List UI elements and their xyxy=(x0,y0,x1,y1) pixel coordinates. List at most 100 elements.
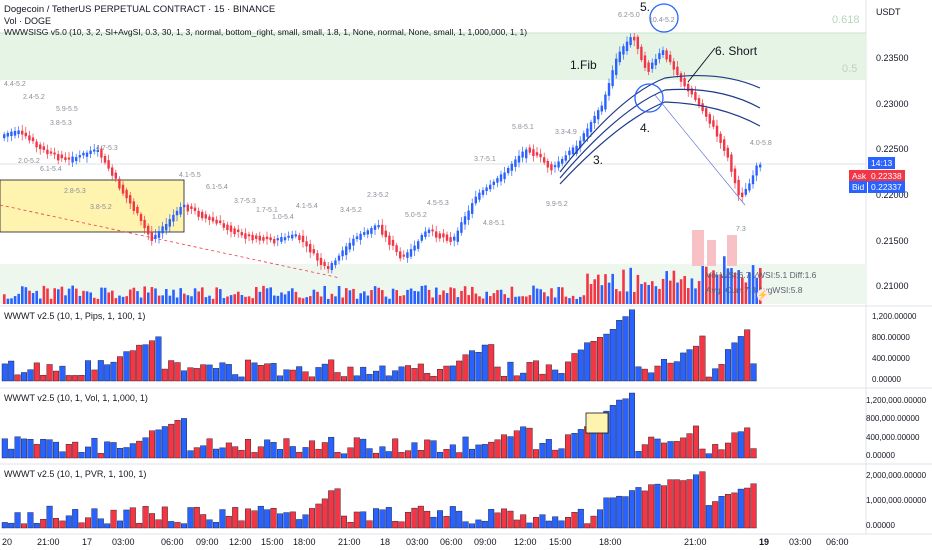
volume-bar xyxy=(726,268,730,304)
volume-bar xyxy=(485,291,488,304)
volume-bar xyxy=(442,290,445,304)
volume-bar xyxy=(525,296,528,304)
volume-bar xyxy=(391,288,395,304)
wave-label: 2.8-5.3 xyxy=(64,188,86,195)
volume-bar xyxy=(193,288,197,304)
candle-body xyxy=(118,178,121,189)
volume-bar xyxy=(546,296,550,304)
indicator-settings-label[interactable]: WWWSISG v5.0 (10, 3, 2, SI+AvgSI, 0.3, 3… xyxy=(4,27,528,37)
candle-body xyxy=(89,150,92,155)
candle-body xyxy=(442,233,445,238)
oscillator-bar xyxy=(392,521,399,529)
oscillator-bar xyxy=(174,420,181,459)
pane-1-title[interactable]: WWWT v2.5 (10, 1, Pips, 1, 100, 1) xyxy=(4,311,146,321)
candle-body xyxy=(643,55,647,68)
fib-level-05: 0.5 xyxy=(842,63,858,75)
countdown-tag: 14:13 xyxy=(868,157,896,169)
candle-body xyxy=(240,232,243,236)
oscillator-bar xyxy=(648,484,655,529)
volume-bar xyxy=(323,285,326,304)
oscillator-bar xyxy=(507,436,514,459)
volume-bar xyxy=(201,287,204,304)
lightning-icon[interactable]: ⚡ xyxy=(757,289,769,301)
volume-bar xyxy=(89,292,92,304)
volume-bar xyxy=(409,288,413,304)
volume-bar xyxy=(676,282,679,304)
price-tick: 0.23500 xyxy=(876,53,909,63)
oscillator-bar xyxy=(187,450,194,459)
pane-3-title[interactable]: WWWT v2.5 (10, 1, PVR, 1, 100, 1) xyxy=(4,469,147,479)
wave-label: 5.0-5.2 xyxy=(405,212,427,219)
candle-body xyxy=(237,229,240,233)
candle-body xyxy=(183,204,186,208)
candle-body xyxy=(474,196,477,204)
oscillator-bar xyxy=(116,520,123,529)
oscillator-bar xyxy=(27,439,34,459)
oscillator-bar xyxy=(417,505,424,529)
oscillator-bar xyxy=(629,490,636,529)
candle-body xyxy=(172,214,175,222)
candle-body xyxy=(485,187,488,192)
wave-label: 1.0-5.4 xyxy=(272,214,294,221)
candle-body xyxy=(737,179,740,196)
candle-body xyxy=(463,216,467,225)
time-tick: 18:00 xyxy=(599,537,622,547)
oscillator-bar xyxy=(558,448,565,459)
volume-bar xyxy=(46,288,49,304)
symbol-title[interactable]: Dogecoin / TetherUS PERPETUAL CONTRACT ·… xyxy=(4,4,276,15)
volume-bar xyxy=(672,270,676,304)
volume-bar xyxy=(730,268,733,304)
candle-body xyxy=(298,235,301,240)
oscillator-bar xyxy=(136,523,143,529)
oscillator-bar xyxy=(84,446,91,459)
oscillator-bar xyxy=(584,342,591,382)
candle-body xyxy=(35,141,38,148)
volume-bar xyxy=(625,291,629,304)
candle-body xyxy=(388,235,391,246)
volume-bar xyxy=(35,290,38,304)
candle-body xyxy=(730,154,733,172)
volume-bar xyxy=(179,288,182,304)
oscillator-bar xyxy=(309,440,316,459)
annotation-4: 4. xyxy=(640,121,651,135)
candle-body xyxy=(147,225,150,235)
oscillator-bar xyxy=(744,487,751,529)
volume-bar xyxy=(143,286,146,304)
oscillator-bar xyxy=(168,521,175,529)
oscillator-bar xyxy=(705,505,712,529)
candle-body xyxy=(618,51,621,63)
volume-bar xyxy=(39,298,42,304)
oscillator-bar xyxy=(654,365,661,382)
oscillator-bar xyxy=(744,329,751,382)
candle-body xyxy=(337,255,341,261)
oscillator-bar xyxy=(411,507,418,529)
pane-2-title[interactable]: WWWT v2.5 (10, 1, Vol, 1, 1,000, 1) xyxy=(4,393,148,403)
volume-bar xyxy=(240,295,244,304)
volume-bar xyxy=(651,281,654,304)
oscillator-bar xyxy=(603,410,610,459)
oscillator-bar xyxy=(180,370,187,382)
oscillator-bar xyxy=(225,364,232,382)
wave-label: 6.1-5.4 xyxy=(206,184,228,191)
volume-indicator-label[interactable]: Vol · DOGE xyxy=(4,16,52,26)
pane-2-tick: 1,200,000.00000 xyxy=(866,396,927,405)
oscillator-bar xyxy=(123,447,130,459)
oscillator-bar xyxy=(155,336,162,382)
candle-body xyxy=(687,83,690,92)
wave-label: 3.8-5.3 xyxy=(50,120,72,127)
candle-body xyxy=(615,58,618,75)
volume-bar xyxy=(665,271,668,304)
oscillator-bar xyxy=(174,522,181,529)
candle-body xyxy=(467,210,470,220)
oscillator-bar xyxy=(712,444,719,459)
volume-bar xyxy=(305,297,308,304)
wave-label: 3.7-5.3 xyxy=(234,198,256,205)
candle-body xyxy=(658,53,661,60)
oscillator-bar xyxy=(744,427,751,459)
oscillator-bar xyxy=(232,374,239,382)
volume-bar xyxy=(262,285,265,304)
volume-bar xyxy=(683,276,686,304)
volume-bar xyxy=(471,286,474,304)
pane-2-tick: 400,000.00000 xyxy=(866,433,920,442)
